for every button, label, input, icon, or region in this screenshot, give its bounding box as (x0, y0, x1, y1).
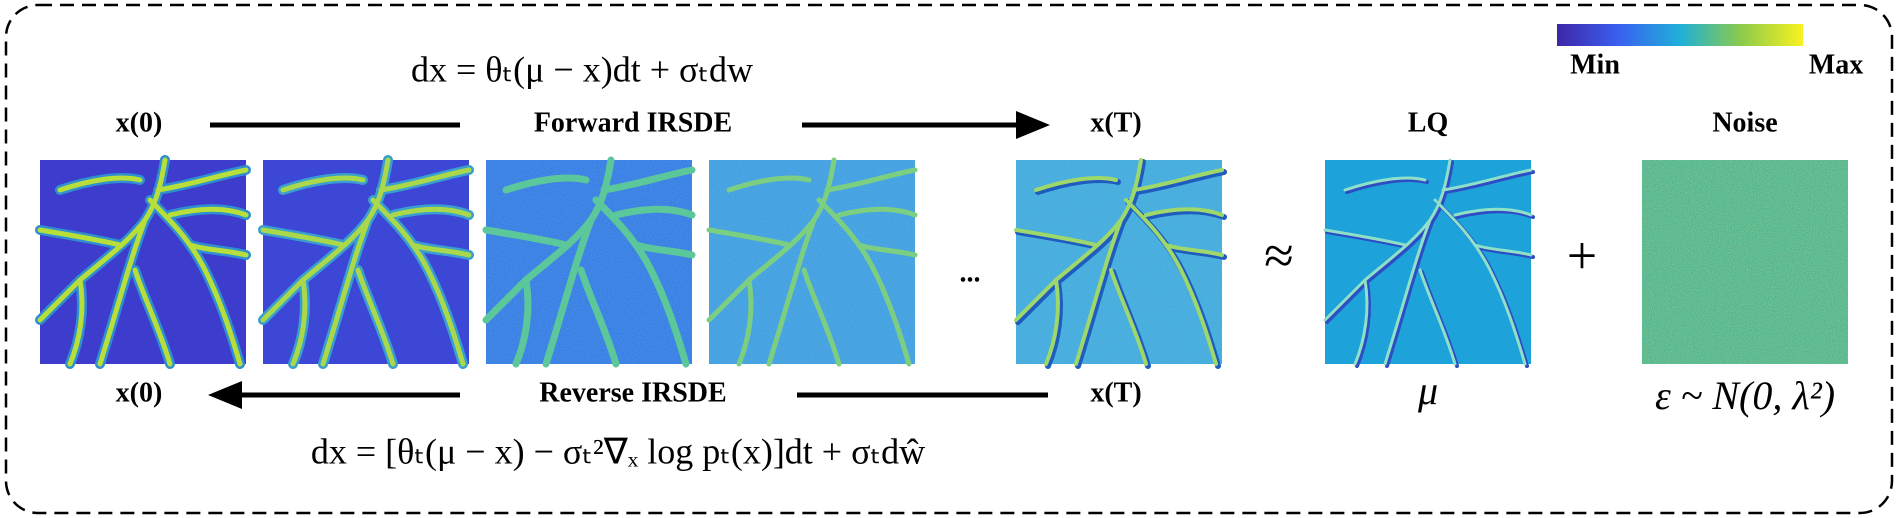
forward-end: x(T) (1090, 107, 1141, 138)
reverse-label: Reverse IRSDE (539, 377, 726, 408)
colorbar (1557, 24, 1803, 46)
colorbar-min: Min (1570, 49, 1620, 80)
image-lq (1323, 158, 1535, 368)
forward-equation: dx = θₜ(μ − x)dt + σₜdw (411, 49, 753, 89)
arrowhead (1016, 111, 1050, 139)
approx-sign: ≈ (1264, 225, 1294, 285)
noise-symbol: ε ~ N(0, λ²) (1655, 373, 1835, 418)
lq-symbol: μ (1417, 368, 1438, 413)
image-step1 (263, 160, 469, 364)
ellipsis: ... (960, 257, 981, 288)
arrowhead (208, 381, 242, 409)
colorbar-max: Max (1809, 49, 1863, 80)
plus-sign: + (1567, 225, 1597, 285)
reverse-end: x(0) (116, 377, 163, 408)
frame (4, 3, 1894, 515)
forward-start: x(0) (116, 107, 163, 138)
image-noise (1642, 160, 1848, 364)
forward-label: Forward IRSDE (534, 107, 732, 138)
image-xT (1014, 158, 1224, 366)
lq-label: LQ (1408, 107, 1448, 138)
reverse-start: x(T) (1090, 377, 1141, 408)
image-step2 (486, 160, 692, 364)
image-x0 (40, 160, 246, 364)
noise-label: Noise (1712, 107, 1777, 138)
reverse-equation: dx = [θₜ(μ − x) − σₜ²∇ₓ log pₜ(x)]dt + σ… (311, 431, 925, 471)
image-step3 (709, 160, 915, 364)
